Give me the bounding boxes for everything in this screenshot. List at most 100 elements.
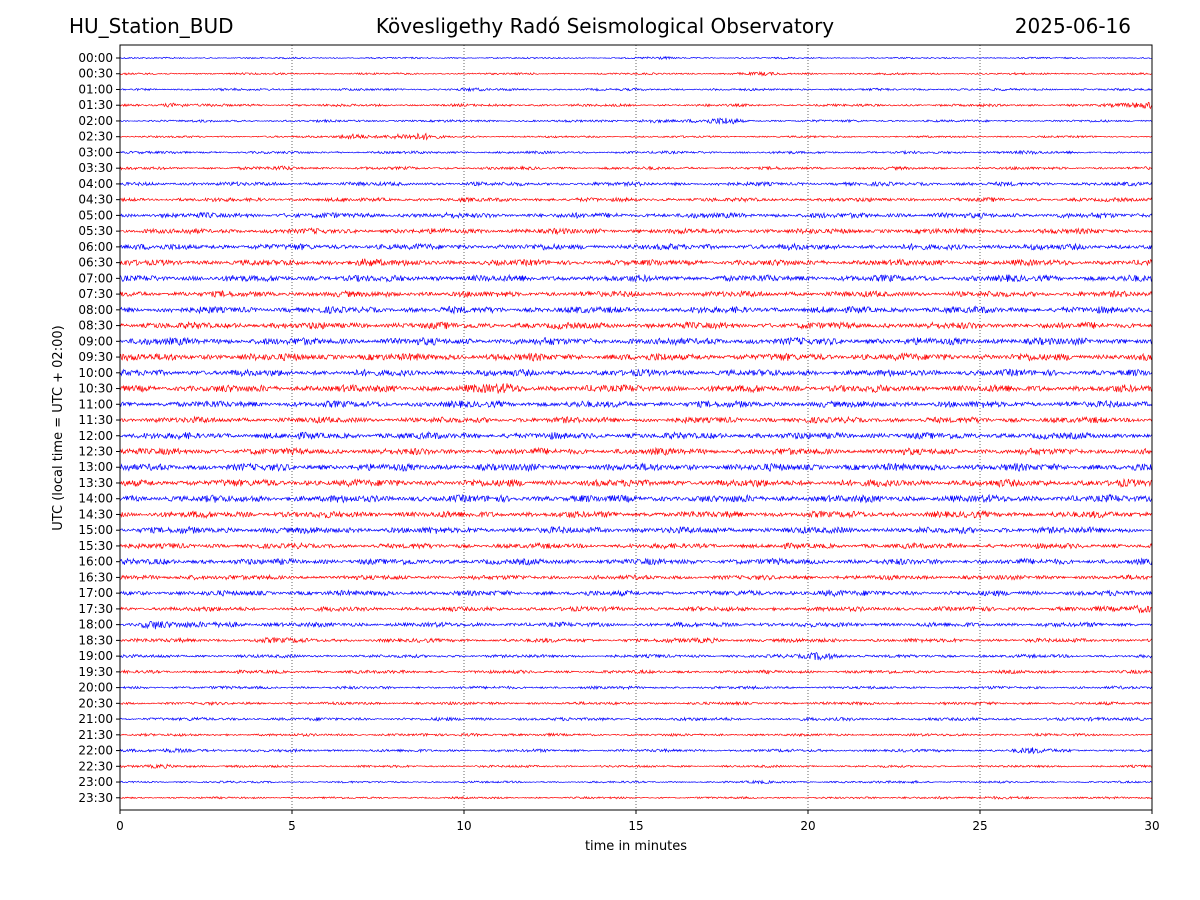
y-tick-label: 17:30 [78,602,113,616]
y-tick-label: 02:30 [78,130,113,144]
y-tick-label: 14:30 [78,507,113,521]
y-tick-label: 05:00 [78,208,113,222]
trace-row-1230 [119,446,1153,456]
y-tick-label: 23:00 [78,775,113,789]
grid-lines [291,45,981,810]
trace-row-2300 [119,779,1153,785]
trace-row-0830 [119,321,1153,330]
y-tick-label: 04:00 [78,177,113,191]
y-tick-label: 21:00 [78,712,113,726]
y-tick-label: 23:30 [78,791,113,805]
trace-row-0530 [119,227,1153,236]
trace-row-1800 [119,620,1153,630]
trace-row-0900 [119,336,1153,347]
y-tick-label: 06:30 [78,256,113,270]
trace-row-0100 [119,86,1153,93]
y-tick-label: 21:30 [78,728,113,742]
trace-row-0700 [119,273,1153,283]
x-tick-label: 20 [800,819,815,833]
y-tick-label: 00:30 [78,67,113,81]
trace-row-0730 [119,289,1153,299]
trace-row-1630 [119,573,1153,581]
y-tick-label: 06:00 [78,240,113,254]
trace-row-1330 [119,478,1153,489]
trace-row-1600 [119,557,1153,566]
y-tick-label: 05:30 [78,224,113,238]
y-tick-label: 22:30 [78,759,113,773]
trace-row-1200 [119,430,1153,441]
y-axis-label: UTC (local time = UTC + 02:00) [51,325,66,530]
trace-row-0230 [119,132,1153,141]
y-tick-label: 10:30 [78,382,113,396]
y-tick-label: 08:00 [78,303,113,317]
y-tick-label: 10:00 [78,366,113,380]
trace-row-1530 [119,542,1153,550]
y-tick-label: 02:00 [78,114,113,128]
y-tick-label: 13:00 [78,460,113,474]
trace-row-2230 [119,763,1153,770]
y-tick-label: 18:00 [78,618,113,632]
trace-row-0200 [119,117,1153,125]
trace-row-2130 [119,732,1153,738]
y-tick-label: 18:30 [78,633,113,647]
trace-row-1000 [119,368,1153,378]
trace-row-0030 [119,70,1153,77]
trace-row-1730 [119,604,1153,614]
trace-row-0930 [119,352,1153,362]
x-tick-label: 5 [288,819,296,833]
trace-row-0500 [119,211,1153,220]
y-tick-label: 00:00 [78,51,113,65]
trace-row-0300 [119,149,1153,156]
x-tick-label: 0 [116,819,124,833]
x-tick-labels: 0 5 10 15 20 25 30 [116,810,1160,833]
trace-row-0130 [119,101,1153,110]
chart-date: 2025-06-16 [1014,14,1131,38]
trace-row-1130 [119,415,1153,425]
y-tick-label: 09:00 [78,334,113,348]
seismogram-traces [119,55,1153,800]
trace-row-0430 [119,196,1153,203]
x-tick-label: 25 [972,819,987,833]
y-tick-label: 03:30 [78,161,113,175]
trace-row-2200 [119,747,1153,755]
trace-row-1700 [119,589,1153,598]
trace-row-1400 [119,493,1153,504]
trace-row-0800 [119,305,1153,315]
trace-row-0600 [119,242,1153,251]
trace-row-0630 [119,258,1153,267]
y-tick-label: 14:00 [78,492,113,506]
y-tick-label: 12:00 [78,429,113,443]
y-tick-label: 16:00 [78,555,113,569]
trace-row-0400 [119,180,1153,188]
y-tick-label: 11:00 [78,397,113,411]
trace-row-2100 [119,716,1153,722]
y-tick-label: 15:00 [78,523,113,537]
y-tick-label: 08:30 [78,319,113,333]
x-axis-label: time in minutes [585,839,687,854]
y-tick-label: 15:30 [78,539,113,553]
y-tick-label: 04:30 [78,193,113,207]
x-tick-label: 10 [456,819,471,833]
trace-row-1930 [119,668,1153,675]
y-tick-label: 09:30 [78,350,113,364]
trace-row-0000 [119,55,1153,61]
y-tick-label: 01:30 [78,98,113,112]
trace-row-1830 [119,636,1153,644]
chart-title: Kövesligethy Radó Seismological Observat… [375,14,835,38]
y-tick-label: 22:00 [78,744,113,758]
station-name: HU_Station_BUD [69,14,234,38]
y-tick-label: 07:00 [78,271,113,285]
y-tick-label: 16:30 [78,570,113,584]
trace-row-2000 [119,685,1153,691]
y-tick-label: 13:30 [78,476,113,490]
y-tick-label: 12:30 [78,445,113,459]
y-tick-label: 07:30 [78,287,113,301]
trace-row-2030 [119,700,1153,706]
x-tick-label: 15 [628,819,643,833]
y-tick-label: 17:00 [78,586,113,600]
y-tick-label: 11:30 [78,413,113,427]
trace-row-1500 [119,525,1153,535]
y-tick-label: 20:30 [78,696,113,710]
